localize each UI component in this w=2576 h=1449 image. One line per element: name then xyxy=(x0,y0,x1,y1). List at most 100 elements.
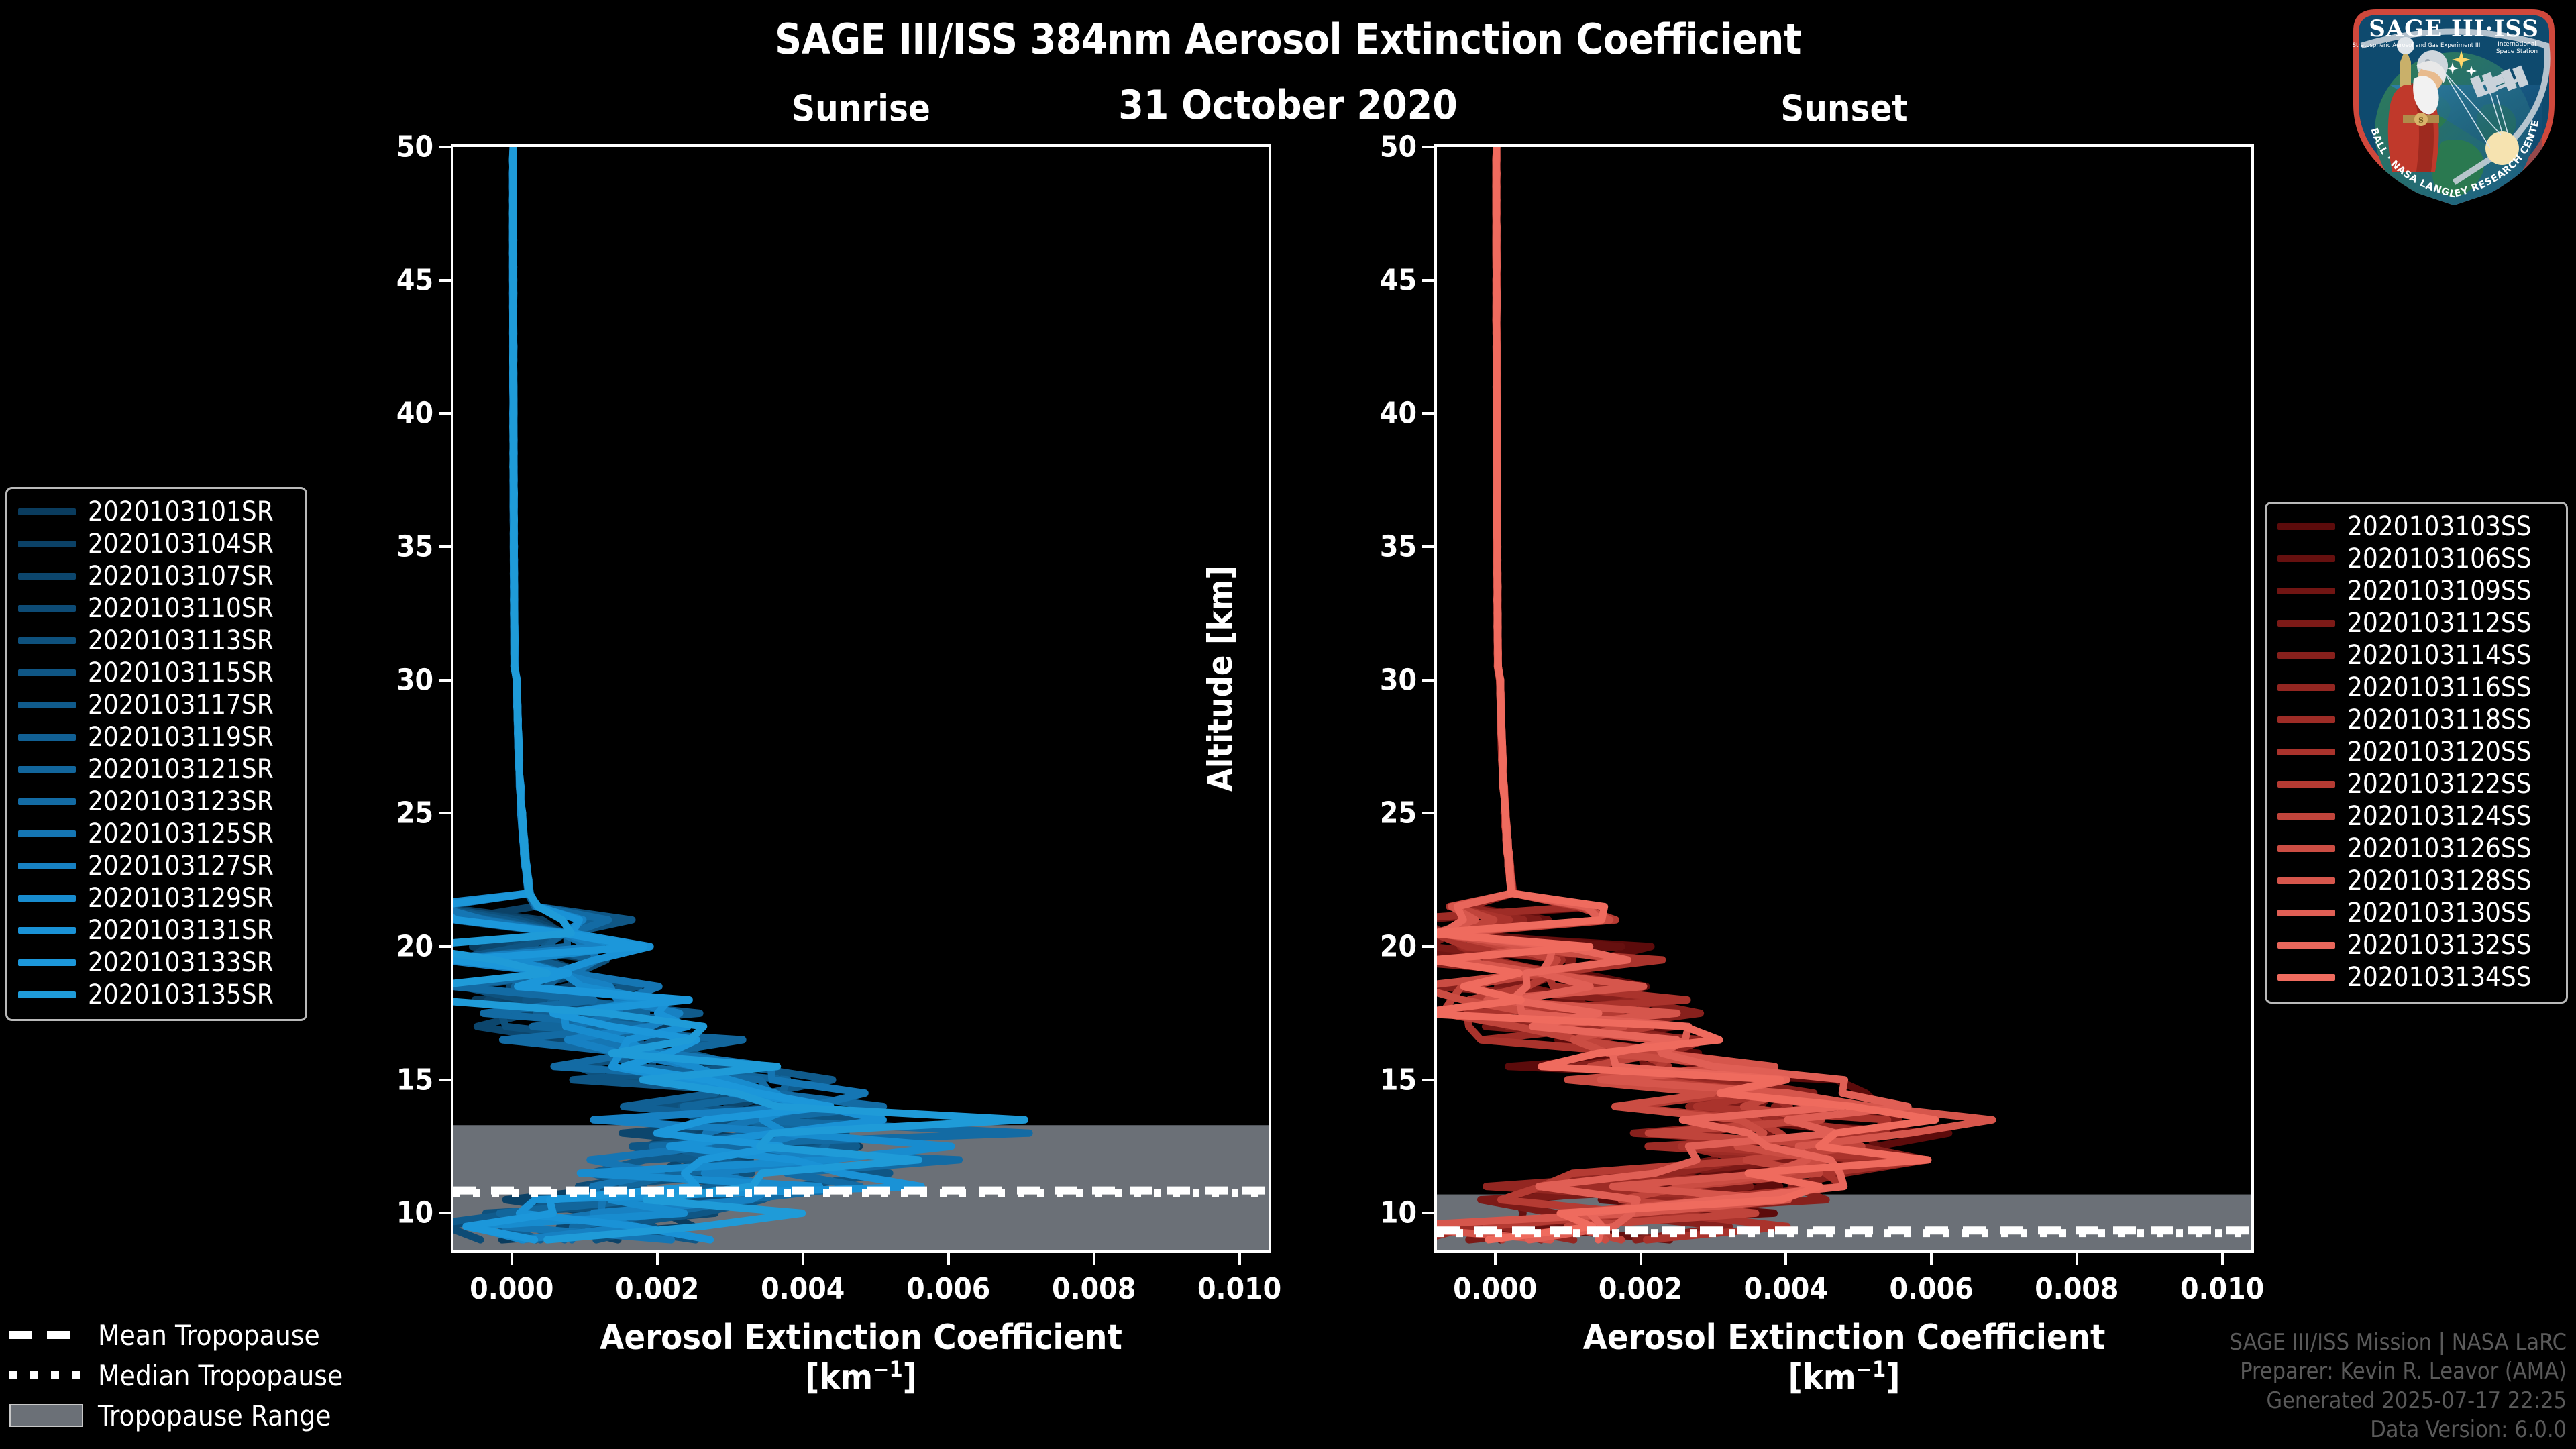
legend-label: 2020103116SS xyxy=(2347,672,2532,703)
range-band-icon xyxy=(9,1404,83,1427)
legend-label-median-tropopause: Median Tropopause xyxy=(98,1358,343,1392)
legend-color-swatch xyxy=(2277,845,2335,852)
legend-item-tropopause-range[interactable]: Tropopause Range xyxy=(9,1395,385,1436)
x-axis-label-sunset: Aerosol Extinction Coefficient [km−1] xyxy=(1434,1318,2254,1397)
credit-line-mission: SAGE III/ISS Mission | NASA LaRC xyxy=(2229,1328,2567,1356)
legend-item-median-tropopause[interactable]: Median Tropopause xyxy=(9,1355,385,1395)
legend-item[interactable]: 2020103117SR xyxy=(18,689,294,721)
legend-color-swatch xyxy=(18,669,76,676)
y-tick-mark xyxy=(439,678,451,682)
legend-item[interactable]: 2020103132SS xyxy=(2277,929,2555,961)
legend-item[interactable]: 2020103109SS xyxy=(2277,575,2555,607)
dotted-line-icon xyxy=(9,1365,83,1385)
legend-item[interactable]: 2020103120SS xyxy=(2277,736,2555,768)
x-axis-unit: [km−1] xyxy=(1788,1356,1900,1398)
legend-item[interactable]: 2020103126SS xyxy=(2277,833,2555,865)
legend-color-swatch xyxy=(18,830,76,837)
legend-color-swatch xyxy=(2277,781,2335,788)
legend-item[interactable]: 2020103118SS xyxy=(2277,704,2555,736)
legend-label: 2020103101SR xyxy=(88,496,274,527)
legend-label: 2020103125SR xyxy=(88,818,274,849)
legend-item[interactable]: 2020103133SR xyxy=(18,947,294,979)
legend-color-swatch xyxy=(18,605,76,612)
y-tick-mark xyxy=(439,412,451,415)
y-tick-mark xyxy=(1422,412,1434,415)
legend-item[interactable]: 2020103113SR xyxy=(18,625,294,657)
legend-label: 2020103115SR xyxy=(88,657,274,688)
legend-item[interactable]: 2020103112SS xyxy=(2277,607,2555,639)
y-tick-mark xyxy=(1422,278,1434,282)
x-tick-label: 0.008 xyxy=(1052,1272,1136,1306)
legend-item[interactable]: 2020103106SS xyxy=(2277,543,2555,575)
legend-label: 2020103118SS xyxy=(2347,704,2532,735)
legend-sunset[interactable]: 2020103103SS 2020103106SS 2020103109SS 2020… xyxy=(2265,502,2568,1004)
legend-tropopause[interactable]: Mean Tropopause Median Tropopause Tropop… xyxy=(9,1315,385,1436)
legend-color-swatch xyxy=(18,991,76,998)
legend-item-mean-tropopause[interactable]: Mean Tropopause xyxy=(9,1315,385,1355)
legend-item[interactable]: 2020103110SR xyxy=(18,592,294,625)
legend-item[interactable]: 2020103127SR xyxy=(18,850,294,882)
legend-item[interactable]: 2020103116SS xyxy=(2277,672,2555,704)
legend-item[interactable]: 2020103131SR xyxy=(18,914,294,947)
legend-label: 2020103128SS xyxy=(2347,865,2532,896)
legend-color-swatch xyxy=(18,508,76,515)
legend-item[interactable]: 2020103130SS xyxy=(2277,897,2555,929)
plot-sunrise-inner xyxy=(453,147,1269,1250)
panel-title-sunrise: Sunrise xyxy=(792,87,930,129)
legend-sunrise[interactable]: 2020103101SR 2020103104SR 2020103107SR 2020… xyxy=(5,487,307,1021)
plot-sunrise[interactable] xyxy=(451,144,1271,1253)
legend-label: 2020103110SR xyxy=(88,593,274,624)
x-tick-mark xyxy=(1784,1253,1788,1265)
legend-item[interactable]: 2020103104SR xyxy=(18,528,294,560)
legend-item[interactable]: 2020103129SR xyxy=(18,882,294,914)
x-tick-label: 0.008 xyxy=(2035,1272,2119,1306)
legend-item[interactable]: 2020103128SS xyxy=(2277,865,2555,897)
x-tick-mark xyxy=(947,1253,950,1265)
x-tick-label: 0.002 xyxy=(615,1272,700,1306)
x-axis-label-text: Aerosol Extinction Coefficient xyxy=(1582,1318,2106,1358)
legend-item[interactable]: 2020103101SR xyxy=(18,496,294,528)
legend-item[interactable]: 2020103114SS xyxy=(2277,639,2555,672)
legend-item[interactable]: 2020103107SR xyxy=(18,560,294,592)
legend-color-swatch xyxy=(18,637,76,644)
y-tick-mark xyxy=(1422,545,1434,548)
x-tick-mark xyxy=(1238,1253,1241,1265)
svg-text:International: International xyxy=(2498,41,2536,48)
legend-color-swatch xyxy=(2277,620,2335,627)
dashed-line-icon xyxy=(9,1325,83,1345)
legend-item[interactable]: 2020103115SR xyxy=(18,657,294,689)
y-tick-label: 50 xyxy=(1379,129,1417,164)
plot-sunset[interactable] xyxy=(1434,144,2254,1253)
legend-color-swatch xyxy=(2277,910,2335,916)
x-tick-label: 0.000 xyxy=(1453,1272,1538,1306)
y-tick-label: 45 xyxy=(396,263,433,298)
credit-line-version: Data Version: 6.0.0 xyxy=(2370,1416,2567,1444)
legend-item[interactable]: 2020103124SS xyxy=(2277,800,2555,833)
y-tick-mark xyxy=(439,278,451,282)
legend-item[interactable]: 2020103135SR xyxy=(18,979,294,1011)
legend-item[interactable]: 2020103122SS xyxy=(2277,768,2555,800)
y-tick-mark xyxy=(439,1212,451,1215)
legend-item[interactable]: 2020103103SS xyxy=(2277,511,2555,543)
legend-color-swatch xyxy=(2277,942,2335,949)
profile-line xyxy=(453,147,1033,1244)
credit-line-generated: Generated 2025-07-17 22:25 xyxy=(2266,1387,2567,1414)
x-tick-mark xyxy=(1930,1253,1933,1265)
legend-item[interactable]: 2020103119SR xyxy=(18,721,294,753)
legend-label: 2020103135SR xyxy=(88,979,274,1010)
legend-label: 2020103109SS xyxy=(2347,576,2532,606)
legend-item[interactable]: 2020103121SR xyxy=(18,753,294,786)
legend-item[interactable]: 2020103125SR xyxy=(18,818,294,850)
y-tick-label: 10 xyxy=(1379,1195,1417,1230)
x-axis-label-text: Aerosol Extinction Coefficient xyxy=(600,1318,1122,1358)
legend-label-mean-tropopause: Mean Tropopause xyxy=(98,1318,320,1352)
credit-line-preparer: Preparer: Kevin R. Leavor (AMA) xyxy=(2240,1358,2567,1385)
y-tick-mark xyxy=(439,812,451,815)
x-tick-mark xyxy=(1092,1253,1095,1265)
y-tick-mark xyxy=(1422,146,1434,148)
y-tick-label: 30 xyxy=(396,663,433,698)
sunrise-profile-svg xyxy=(453,147,1269,1250)
legend-item[interactable]: 2020103134SS xyxy=(2277,961,2555,994)
x-tick-label: 0.006 xyxy=(1889,1272,1974,1306)
legend-item[interactable]: 2020103123SR xyxy=(18,786,294,818)
